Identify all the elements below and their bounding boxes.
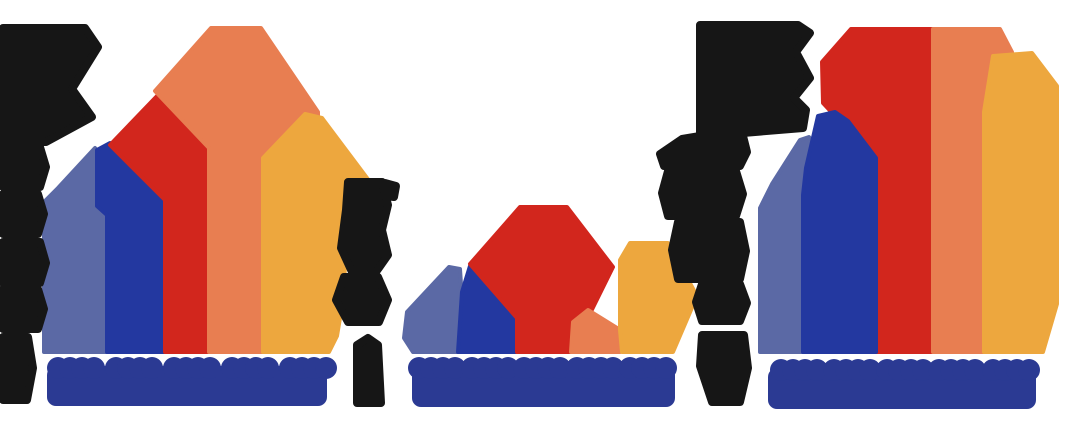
y-axis-label-blob <box>0 333 37 404</box>
x-axis-label-bump <box>444 357 466 379</box>
y-axis-label-blob <box>0 285 48 333</box>
x-axis-label-bump <box>199 357 221 379</box>
x-axis-label-bump <box>497 357 519 379</box>
y-axis-label-blob <box>0 24 102 146</box>
chart-panel-3 <box>656 21 1059 409</box>
y-axis-label-blob <box>353 334 385 407</box>
x-axis-label-blob <box>768 359 1040 409</box>
y-axis-label-blob <box>381 179 400 201</box>
y-axis-label-blob <box>696 331 752 406</box>
x-axis-label-bump <box>859 359 881 381</box>
y-axis-label-blob <box>696 21 814 137</box>
x-axis-label-blob <box>408 357 677 407</box>
y-axis-label-blob <box>668 218 750 283</box>
y-axis-label-blob <box>656 132 751 170</box>
x-axis-label-bump <box>83 357 105 379</box>
y-axis-label-blob <box>692 280 751 325</box>
chart-panel-1 <box>0 24 372 406</box>
x-axis-label-bump <box>964 359 986 381</box>
y-axis-label-blob <box>332 273 392 326</box>
x-axis-label-bump <box>912 359 934 381</box>
y-axis-label-blob <box>337 178 392 276</box>
x-axis-label-bump <box>549 357 571 379</box>
x-axis-label-bump <box>1018 359 1040 381</box>
x-axis-label-bump <box>655 357 677 379</box>
y-axis-label-blob <box>0 190 48 238</box>
x-axis-label-bump <box>315 357 337 379</box>
bar-dark-blue <box>801 110 878 354</box>
chart-panel-2 <box>332 178 699 407</box>
x-axis-label-bump <box>806 359 828 381</box>
bar-salmon <box>569 308 622 354</box>
x-axis-label-bump <box>257 357 279 379</box>
y-axis-label-blob <box>658 167 747 220</box>
y-axis-label-blob <box>0 238 50 287</box>
x-axis-label-blob <box>47 357 337 406</box>
y-axis-label-blob <box>0 143 50 191</box>
x-axis-label-bump <box>141 357 163 379</box>
bar-amber <box>982 51 1059 354</box>
x-axis-label-bump <box>602 357 624 379</box>
